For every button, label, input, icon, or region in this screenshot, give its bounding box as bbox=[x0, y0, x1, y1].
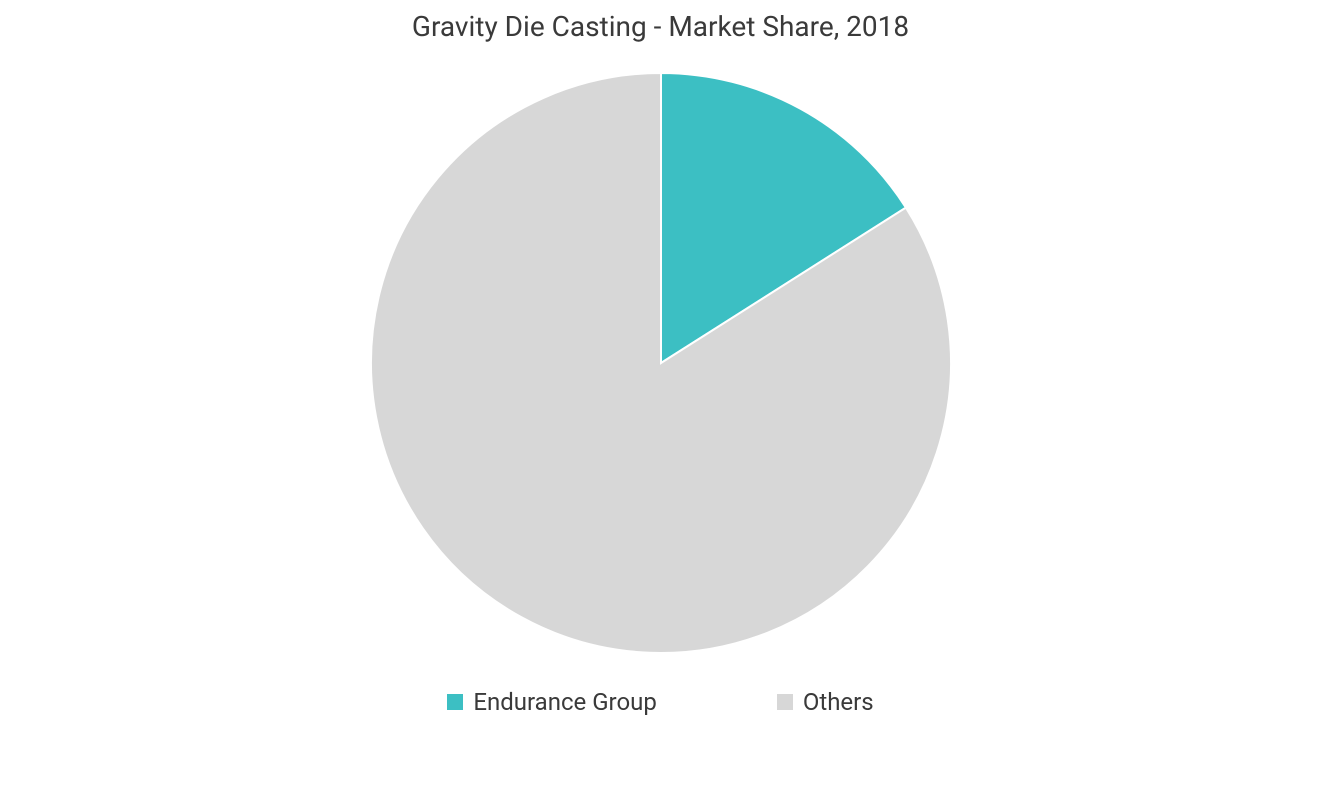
chart-legend: Endurance Group Others bbox=[447, 688, 873, 716]
pie-svg bbox=[361, 63, 961, 663]
chart-title: Gravity Die Casting - Market Share, 2018 bbox=[412, 10, 909, 43]
legend-swatch-others bbox=[777, 694, 793, 710]
legend-label-others: Others bbox=[803, 688, 874, 716]
pie-chart bbox=[361, 63, 961, 663]
legend-item-endurance: Endurance Group bbox=[447, 688, 657, 716]
legend-swatch-endurance bbox=[447, 694, 463, 710]
legend-label-endurance: Endurance Group bbox=[473, 688, 657, 716]
legend-item-others: Others bbox=[777, 688, 874, 716]
